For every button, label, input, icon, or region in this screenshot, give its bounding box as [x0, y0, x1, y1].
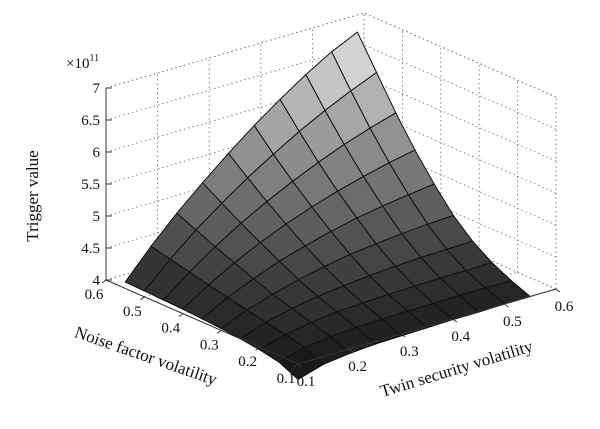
- grid-line: [363, 76, 557, 162]
- x-tick: [504, 303, 509, 308]
- x-tick: [555, 288, 561, 293]
- x-tick-label: 0.6: [555, 299, 574, 315]
- grid-line: [363, 44, 557, 130]
- z-tick-label: 4.5: [81, 241, 100, 257]
- axis-layer: 4 4.5 5 5.5 6 6.5 7 0.1 0.2 0.3 0.4 0.5 0.6 0.1 0.2 0.3…: [81, 81, 574, 390]
- x-tick-label: 0.5: [503, 314, 522, 330]
- y-tick-label: 0.2: [238, 354, 257, 370]
- grid-line: [363, 140, 557, 226]
- y-tick-label: 0.6: [85, 287, 104, 303]
- x-tick: [452, 318, 458, 323]
- z-tick-label: 6: [93, 145, 101, 161]
- y-tick-label: 0.4: [161, 321, 180, 337]
- x-tick-label: 0.1: [297, 374, 316, 390]
- y-tick-label: 0.5: [123, 304, 142, 320]
- grid-line: [363, 12, 557, 98]
- z-tick-label: 7: [93, 81, 101, 97]
- surface-layer: [124, 31, 532, 381]
- grid-line: [363, 172, 557, 258]
- y-tick: [101, 279, 107, 284]
- z-tick-label: 5: [93, 209, 101, 225]
- y-tick: [293, 363, 299, 368]
- x-tick: [400, 333, 406, 338]
- x-axis-line: [297, 288, 557, 365]
- y-tick-label: 0.3: [200, 337, 219, 353]
- y-tick-label: 0.1: [277, 371, 296, 387]
- x-tick-label: 0.2: [348, 359, 367, 375]
- y-tick: [255, 346, 260, 351]
- z-tick-label: 5.5: [81, 177, 100, 193]
- y-tick: [140, 296, 145, 301]
- z-tick-label: 6.5: [81, 113, 100, 129]
- grid-line: [363, 108, 557, 194]
- y-tick: [178, 313, 184, 318]
- x-tick-label: 0.4: [451, 329, 470, 345]
- z-tick-label: 4: [93, 273, 101, 289]
- y-axis-label: Noise factor volatility: [72, 323, 220, 390]
- z-axis-label: Trigger value: [23, 150, 42, 241]
- x-tick-label: 0.3: [400, 344, 419, 360]
- y-tick: [216, 329, 222, 334]
- y-axis-line: [105, 279, 299, 365]
- z-exponent-base: ×10: [66, 56, 89, 72]
- z-exponent-power: 11: [89, 53, 99, 64]
- x-tick: [349, 348, 354, 353]
- z-exponent-label: ×1011: [66, 53, 99, 72]
- x-tick: [297, 363, 303, 368]
